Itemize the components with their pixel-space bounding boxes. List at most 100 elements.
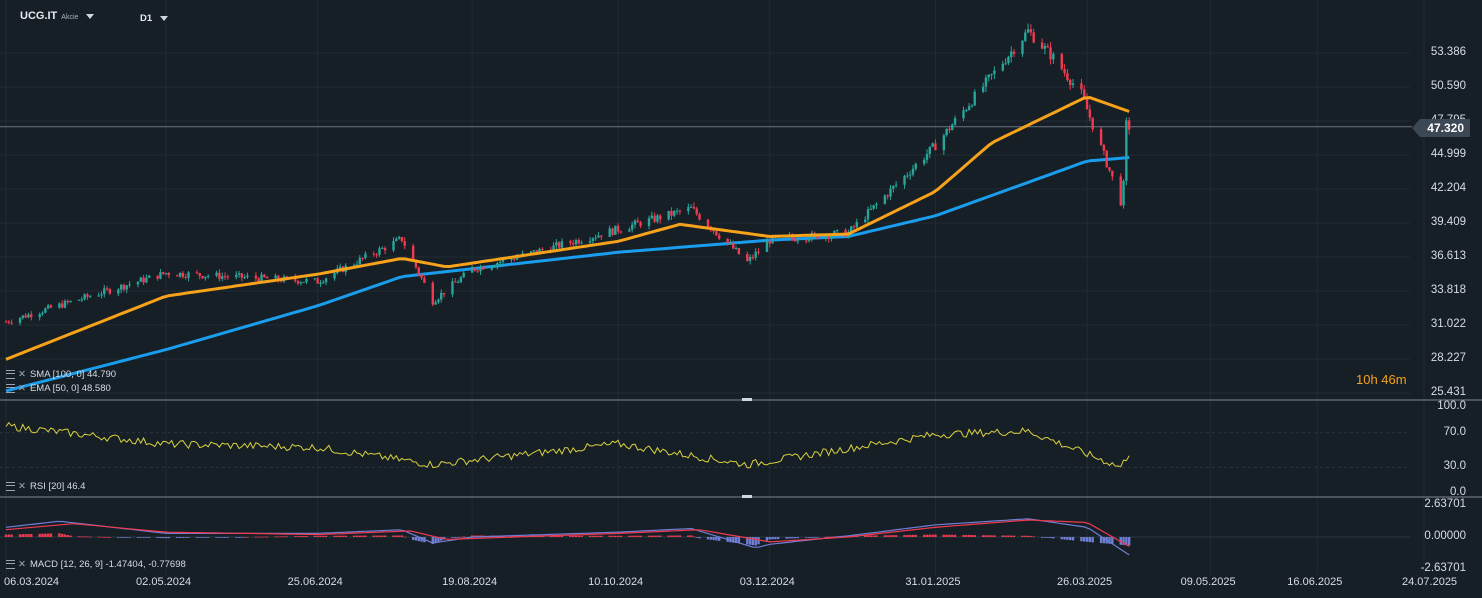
macd-histogram-bar: [265, 536, 269, 538]
settings-icon[interactable]: [6, 481, 15, 491]
close-icon[interactable]: ✕: [18, 559, 26, 570]
macd-histogram-bar: [698, 537, 701, 539]
macd-histogram-bar: [864, 535, 867, 537]
settings-icon[interactable]: [6, 559, 15, 569]
legend-sma[interactable]: ✕ SMA [100, 0] 44.790: [6, 369, 116, 380]
macd-histogram-bar: [614, 535, 617, 537]
timeframe-selector[interactable]: D1: [140, 13, 169, 24]
macd-histogram-bar: [400, 535, 404, 537]
date-tick-label: 02.05.2024: [136, 576, 192, 588]
macd-histogram-bar: [139, 537, 142, 538]
macd-histogram-bar: [375, 535, 378, 537]
macd-histogram-bar: [678, 535, 682, 537]
legend-rsi[interactable]: ✕ RSI [20] 46.4: [6, 481, 85, 492]
candle-body: [734, 247, 738, 249]
candle-body: [1069, 80, 1072, 85]
candle-body: [125, 285, 128, 290]
macd-histogram-bar: [1108, 537, 1111, 544]
candle-body: [973, 91, 976, 106]
candle-body: [659, 215, 662, 220]
candle-body: [493, 266, 496, 268]
macd-histogram-bar: [142, 537, 145, 538]
price-tick-label: 42.204: [1430, 182, 1466, 194]
date-tick-label: 24.07.2025: [1402, 576, 1458, 588]
candle-body: [572, 243, 575, 245]
macd-histogram-bar: [105, 536, 109, 538]
macd-histogram-bar: [358, 535, 361, 537]
candle-body: [591, 238, 595, 242]
legend-macd[interactable]: ✕ MACD [12, 26, 9] -1.47404, -0.77698: [6, 559, 186, 570]
macd-histogram-bar: [361, 535, 364, 537]
macd-histogram-bar: [322, 535, 325, 537]
settings-icon[interactable]: [6, 383, 15, 393]
candle-body: [737, 247, 741, 255]
candle-body: [148, 275, 151, 278]
candle-body: [206, 275, 210, 277]
macd-tick-label: 2.63701: [1424, 498, 1466, 510]
close-icon[interactable]: ✕: [18, 383, 26, 394]
macd-histogram-bar: [451, 537, 454, 538]
candle-body: [21, 315, 25, 318]
price-tick-label: 31.022: [1430, 318, 1466, 330]
macd-histogram-bar: [656, 535, 659, 537]
candle-body: [866, 209, 870, 220]
macd-histogram-bar: [381, 535, 384, 537]
macd-histogram-bar: [796, 537, 800, 539]
close-icon[interactable]: ✕: [18, 481, 26, 492]
legend-ema[interactable]: ✕ EMA [50, 0] 48.580: [6, 383, 111, 394]
macd-histogram-bar: [875, 535, 878, 537]
macd-tick-label: -2.63701: [1420, 562, 1466, 574]
candle-body: [198, 273, 201, 276]
macd-histogram-bar: [66, 535, 69, 537]
candle-body: [532, 250, 536, 252]
candle-body: [316, 278, 319, 284]
candle-body: [560, 241, 564, 248]
candle-body: [1111, 170, 1114, 177]
macd-histogram-bar: [970, 535, 974, 537]
candle-body: [243, 276, 246, 278]
candle-body: [538, 248, 541, 254]
candle-body: [400, 237, 404, 242]
candle-body: [908, 174, 912, 176]
macd-histogram-bar: [805, 537, 808, 538]
macd-histogram-bar: [30, 533, 33, 537]
candle-body: [490, 266, 493, 270]
macd-histogram-bar: [167, 537, 171, 539]
macd-histogram-bar: [771, 537, 774, 540]
candle-body: [1010, 51, 1013, 57]
macd-histogram-bar: [1099, 537, 1103, 544]
macd-histogram-bar: [630, 535, 634, 537]
candle-body: [911, 168, 915, 175]
symbol-selector[interactable]: UCG.IT Akcie: [20, 10, 95, 22]
macd-histogram-bar: [636, 535, 639, 537]
macd-histogram-bar: [922, 534, 926, 537]
macd-histogram-bar: [572, 535, 575, 537]
macd-histogram-bar: [748, 537, 752, 545]
date-tick-label: 16.06.2025: [1287, 576, 1343, 588]
candle-body: [66, 300, 69, 303]
macd-histogram-bar: [1122, 537, 1125, 545]
candle-body: [263, 274, 266, 278]
candle-body: [156, 275, 159, 279]
sma-label: SMA [100, 0] 44.790: [29, 369, 117, 380]
candle-body: [633, 220, 637, 225]
ema-line: [5, 96, 1130, 361]
macd-histogram-bar: [650, 535, 654, 537]
macd-histogram-bar: [364, 535, 367, 537]
candle-body: [746, 254, 749, 261]
macd-histogram-bar: [591, 535, 595, 537]
settings-icon[interactable]: [6, 369, 15, 379]
macd-histogram-bar: [695, 537, 698, 538]
macd-histogram-bar: [119, 537, 123, 538]
macd-histogram-bar: [869, 535, 873, 537]
candle-body: [712, 230, 715, 232]
candle-body: [302, 281, 305, 283]
candle-body: [639, 222, 642, 227]
chevron-down-icon: [160, 15, 169, 21]
candle-body: [299, 282, 303, 284]
candle-body: [928, 146, 932, 155]
candle-body: [687, 207, 690, 212]
macd-histogram-bar: [77, 536, 81, 538]
close-icon[interactable]: ✕: [18, 369, 26, 380]
